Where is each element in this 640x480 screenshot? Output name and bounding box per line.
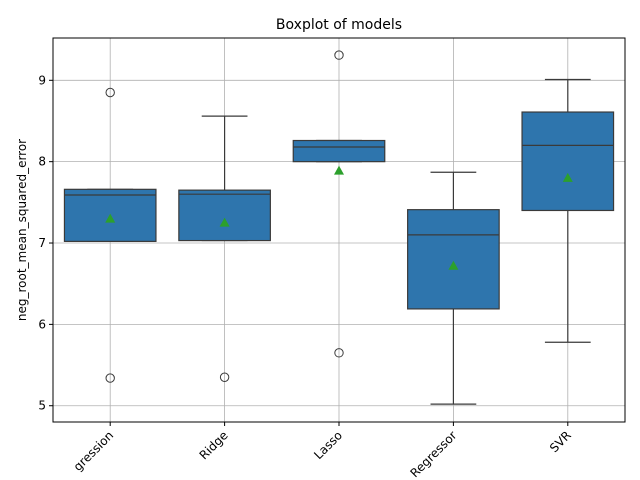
box-iqr — [407, 209, 500, 310]
boxes — [63, 50, 615, 405]
outlier-point — [334, 348, 344, 358]
outlier-point — [105, 373, 115, 383]
box-SVR — [521, 78, 615, 343]
box-iqr — [521, 111, 615, 212]
outlier-point — [219, 372, 230, 382]
box-Ridge — [178, 115, 271, 382]
y-tick-label: 9 — [38, 73, 46, 87]
y-tick-label: 6 — [38, 317, 46, 331]
box-LinearRegression — [63, 87, 157, 383]
y-tick-label: 5 — [38, 399, 46, 413]
y-axis-label: neg_root_mean_squared_error — [15, 139, 29, 321]
chart-title: Boxplot of models — [276, 17, 402, 33]
outlier-point — [105, 87, 115, 98]
mean-marker — [562, 172, 573, 182]
mean-marker — [219, 217, 230, 227]
mean-marker — [448, 260, 459, 270]
outlier-point — [334, 50, 344, 60]
box-Lasso — [292, 50, 386, 358]
y-tick-label: 8 — [38, 155, 46, 169]
y-axis-ticks: 5 6 7 8 9 — [38, 73, 53, 413]
y-tick-label: 7 — [38, 236, 46, 250]
box-iqr — [178, 189, 271, 242]
box-iqr — [292, 139, 386, 163]
mean-marker — [334, 165, 344, 175]
mean-marker — [105, 213, 116, 223]
box-RandomForestRegressor — [407, 171, 500, 405]
